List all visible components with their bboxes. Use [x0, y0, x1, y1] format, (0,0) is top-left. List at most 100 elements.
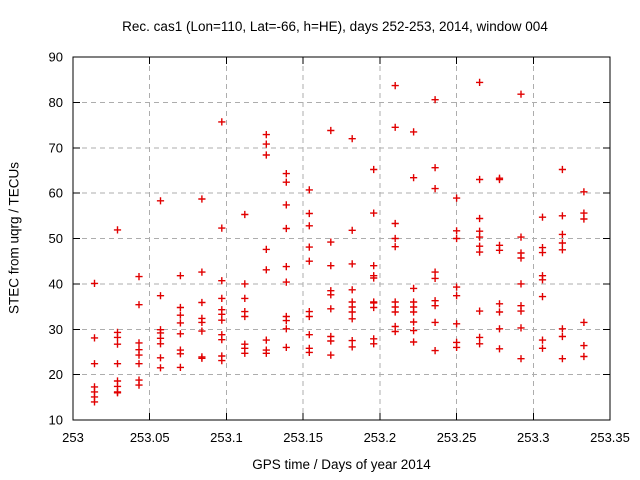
data-point-marker	[476, 175, 484, 184]
data-point-marker	[113, 360, 122, 368]
data-point-marker	[305, 243, 313, 251]
data-point-marker	[517, 307, 525, 315]
chart-title: Rec. cas1 (Lon=110, Lat=-66, h=HE), days…	[122, 19, 548, 34]
data-point-marker	[370, 303, 378, 312]
data-point-marker	[558, 355, 566, 363]
svg-text:40: 40	[49, 276, 63, 291]
data-point-marker	[176, 363, 184, 371]
data-point-marker	[282, 278, 290, 286]
x-axis-label: GPS time / Days of year 2014	[252, 457, 431, 472]
data-point-marker	[90, 334, 99, 342]
tick-marks	[72, 56, 611, 421]
data-point-marker	[558, 212, 566, 220]
svg-text:253: 253	[62, 430, 84, 445]
svg-text:90: 90	[49, 50, 63, 65]
data-point-marker	[538, 336, 547, 344]
data-point-marker	[370, 274, 378, 282]
data-point-marker	[198, 268, 206, 276]
data-point-marker	[241, 280, 249, 288]
data-point-marker	[348, 260, 356, 268]
data-point-marker	[580, 352, 588, 361]
data-point-marker	[282, 325, 290, 333]
data-point-marker	[156, 364, 165, 372]
data-point-marker	[135, 339, 143, 347]
svg-text:253.15: 253.15	[283, 430, 323, 445]
gridlines	[73, 57, 610, 420]
data-point-marker	[176, 311, 184, 319]
data-point-marker	[558, 165, 566, 174]
data-point-marker	[517, 355, 525, 363]
data-point-marker	[453, 292, 461, 300]
data-point-marker	[348, 286, 356, 294]
data-point-marker	[453, 234, 461, 243]
data-point-marker	[453, 194, 461, 202]
data-point-marker	[431, 268, 439, 276]
data-point-marker	[90, 398, 99, 406]
data-point-marker	[305, 331, 313, 339]
data-point-marker	[262, 349, 270, 357]
svg-text:60: 60	[49, 186, 63, 201]
data-point-marker	[453, 283, 461, 291]
data-point-marker	[282, 201, 290, 209]
data-point-marker	[453, 227, 461, 235]
data-point-marker	[580, 318, 588, 326]
data-point-marker	[431, 347, 439, 355]
data-point-marker	[305, 312, 313, 321]
data-point-marker	[476, 307, 484, 315]
data-point-marker	[348, 308, 356, 316]
data-point-marker	[517, 90, 525, 98]
data-point-marker	[538, 276, 547, 284]
data-point-marker	[410, 128, 418, 136]
data-point-marker	[282, 263, 290, 271]
data-point-marker	[262, 336, 270, 344]
data-point-marker	[410, 327, 418, 335]
data-point-marker	[391, 243, 399, 251]
data-point-marker	[176, 319, 184, 327]
data-point-marker	[327, 351, 335, 359]
data-point-marker	[135, 360, 143, 368]
data-point-marker	[558, 325, 566, 333]
data-point-marker	[410, 318, 418, 326]
data-point-marker	[348, 337, 356, 345]
svg-text:10: 10	[49, 413, 63, 428]
data-point-marker	[431, 318, 439, 326]
data-point-marker	[476, 333, 484, 341]
data-point-marker	[370, 165, 378, 174]
data-point-marker	[135, 273, 143, 281]
data-point-marker	[305, 186, 313, 194]
data-point-marker	[453, 343, 461, 351]
data-point-marker	[391, 82, 399, 90]
data-point-marker	[241, 349, 249, 357]
data-point-marker	[135, 301, 143, 309]
data-point-marker	[198, 195, 206, 203]
data-point-marker	[391, 219, 399, 228]
data-point-marker	[113, 226, 122, 234]
data-point-marker	[327, 126, 335, 135]
data-point-marker	[305, 257, 313, 265]
data-point-marker	[282, 343, 290, 351]
data-point-marker	[218, 294, 226, 302]
data-point-marker	[495, 345, 504, 353]
data-point-marker	[218, 224, 226, 232]
data-point-marker	[370, 262, 378, 270]
data-point-marker	[218, 357, 226, 365]
data-point-marker	[282, 178, 290, 186]
data-point-marker	[476, 78, 484, 86]
data-point-marker	[262, 140, 270, 148]
svg-text:30: 30	[49, 322, 63, 337]
data-point-marker	[495, 300, 504, 308]
data-points	[90, 78, 588, 406]
svg-text:253.25: 253.25	[437, 430, 477, 445]
data-point-marker	[348, 343, 356, 351]
data-point-marker	[262, 245, 270, 253]
data-point-marker	[476, 233, 484, 241]
svg-text:253.1: 253.1	[210, 430, 243, 445]
data-point-marker	[241, 294, 249, 302]
svg-text:20: 20	[49, 367, 63, 382]
svg-text:80: 80	[49, 95, 63, 110]
data-point-marker	[156, 197, 165, 205]
svg-text:70: 70	[49, 140, 63, 155]
data-point-marker	[517, 324, 525, 332]
x-tick-labels: 253 253.05 253.1 253.15 253.2 253.25 253.3 253.…	[62, 430, 630, 445]
